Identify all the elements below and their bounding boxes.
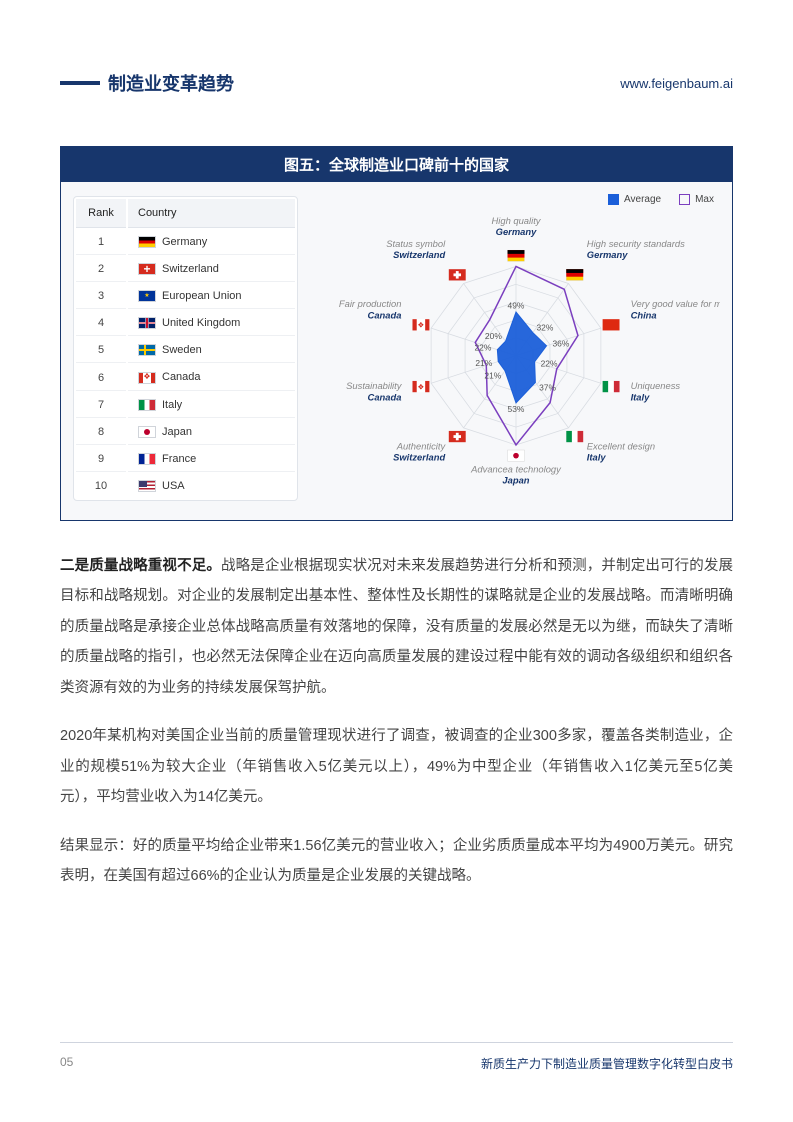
flag-icon — [138, 290, 156, 302]
svg-text:China: China — [631, 309, 657, 320]
page-number: 05 — [60, 1055, 73, 1072]
svg-text:Status symbol: Status symbol — [386, 238, 446, 249]
svg-text:Germany: Germany — [496, 226, 537, 237]
rank-cell: 10 — [76, 474, 126, 498]
country-cell: Sweden — [128, 338, 295, 363]
svg-text:21%: 21% — [484, 371, 501, 381]
svg-text:❖: ❖ — [418, 321, 425, 330]
rank-cell: 4 — [76, 311, 126, 336]
header-accent-bar — [60, 81, 100, 85]
chart-legend: Average Max — [608, 194, 714, 205]
flag-icon — [138, 263, 156, 275]
flag-icon — [138, 344, 156, 356]
svg-text:Uniqueness: Uniqueness — [631, 380, 681, 391]
table-row: 5 Sweden — [76, 338, 295, 363]
svg-text:53%: 53% — [508, 404, 525, 414]
svg-text:High security standards: High security standards — [587, 238, 685, 249]
svg-text:Italy: Italy — [631, 391, 651, 402]
table-row: 7 Italy — [76, 393, 295, 418]
svg-text:Fair production: Fair production — [339, 298, 402, 309]
table-row: 9 France — [76, 447, 295, 472]
table-row: 4 United Kingdom — [76, 311, 295, 336]
rank-cell: 8 — [76, 420, 126, 445]
flag-icon — [138, 426, 156, 438]
rank-cell: 5 — [76, 338, 126, 363]
svg-text:Sustainability: Sustainability — [346, 380, 403, 391]
col-country: Country — [128, 199, 295, 228]
svg-text:Authenticity: Authenticity — [396, 440, 447, 451]
table-row: 10 USA — [76, 474, 295, 498]
header-url: www.feigenbaum.ai — [620, 76, 733, 91]
col-rank: Rank — [76, 199, 126, 228]
flag-icon — [138, 453, 156, 465]
chart-title: 图五：全球制造业口碑前十的国家 — [61, 147, 732, 182]
svg-text:36%: 36% — [552, 339, 569, 349]
table-row: 8 Japan — [76, 420, 295, 445]
rank-cell: 3 — [76, 284, 126, 309]
svg-text:32%: 32% — [536, 322, 553, 332]
country-cell: USA — [128, 474, 295, 498]
paragraph-3: 结果显示：好的质量平均给企业带来1.56亿美元的营业收入；企业劣质质量成本平均为… — [60, 831, 733, 892]
svg-text:20%: 20% — [485, 331, 502, 341]
svg-text:22%: 22% — [541, 359, 558, 369]
legend-max-swatch — [679, 194, 690, 205]
flag-icon — [138, 372, 156, 384]
legend-max-label: Max — [695, 194, 714, 205]
rank-cell: 2 — [76, 257, 126, 282]
table-row: 2 Switzerland — [76, 257, 295, 282]
svg-text:High quality: High quality — [492, 215, 542, 226]
svg-text:Canada: Canada — [368, 391, 402, 402]
page-header: 制造业变革趋势 www.feigenbaum.ai — [60, 70, 733, 96]
flag-icon — [138, 317, 156, 329]
document-title: 新质生产力下制造业质量管理数字化转型白皮书 — [481, 1055, 733, 1072]
ranking-table: Rank Country 1 Germany2 Switzerland3 Eur… — [73, 196, 298, 501]
svg-text:Japan: Japan — [502, 475, 529, 486]
section-title: 制造业变革趋势 — [108, 70, 234, 96]
figure-5-box: 图五：全球制造业口碑前十的国家 Rank Country 1 Germany2 … — [60, 146, 733, 521]
svg-text:22%: 22% — [474, 343, 491, 353]
svg-text:Germany: Germany — [587, 249, 628, 260]
legend-avg-label: Average — [624, 194, 661, 205]
p1-body: 战略是企业根据现实状况对未来发展趋势进行分析和预测，并制定出可行的发展目标和战略… — [60, 558, 733, 696]
table-row: 1 Germany — [76, 230, 295, 255]
svg-text:Switzerland: Switzerland — [393, 452, 445, 463]
table-row: 6 Canada — [76, 365, 295, 390]
table-row: 3 European Union — [76, 284, 295, 309]
flag-icon — [138, 236, 156, 248]
legend-avg-swatch — [608, 194, 619, 205]
country-cell: Switzerland — [128, 257, 295, 282]
country-cell: Japan — [128, 420, 295, 445]
country-cell: Germany — [128, 230, 295, 255]
rank-cell: 9 — [76, 447, 126, 472]
country-cell: European Union — [128, 284, 295, 309]
svg-text:Italy: Italy — [587, 452, 607, 463]
p1-lead: 二是质量战略重视不足。 — [60, 558, 221, 574]
rank-cell: 6 — [76, 365, 126, 390]
country-cell: United Kingdom — [128, 311, 295, 336]
svg-text:Canada: Canada — [368, 309, 402, 320]
svg-text:Excellent design: Excellent design — [587, 440, 655, 451]
paragraph-2: 2020年某机构对美国企业当前的质量管理现状进行了调查，被调查的企业300多家，… — [60, 721, 733, 812]
flag-icon — [138, 399, 156, 411]
svg-text:Very good value for money: Very good value for money — [631, 298, 720, 309]
country-cell: Canada — [128, 365, 295, 390]
page-footer: 05 新质生产力下制造业质量管理数字化转型白皮书 — [60, 1042, 733, 1072]
svg-text:37%: 37% — [539, 382, 556, 392]
radar-chart: Average Max 49% 32% 36% 22% 37% 53% 21% 21% 22% 2… — [312, 196, 720, 506]
svg-text:❖: ❖ — [418, 382, 425, 391]
country-cell: France — [128, 447, 295, 472]
svg-text:49%: 49% — [508, 301, 525, 311]
country-cell: Italy — [128, 393, 295, 418]
rank-cell: 1 — [76, 230, 126, 255]
flag-icon — [138, 480, 156, 492]
svg-text:Advancea technology: Advancea technology — [470, 463, 562, 474]
svg-text:Switzerland: Switzerland — [393, 249, 445, 260]
svg-text:21%: 21% — [475, 358, 492, 368]
paragraph-1: 二是质量战略重视不足。战略是企业根据现实状况对未来发展趋势进行分析和预测，并制定… — [60, 551, 733, 703]
rank-cell: 7 — [76, 393, 126, 418]
